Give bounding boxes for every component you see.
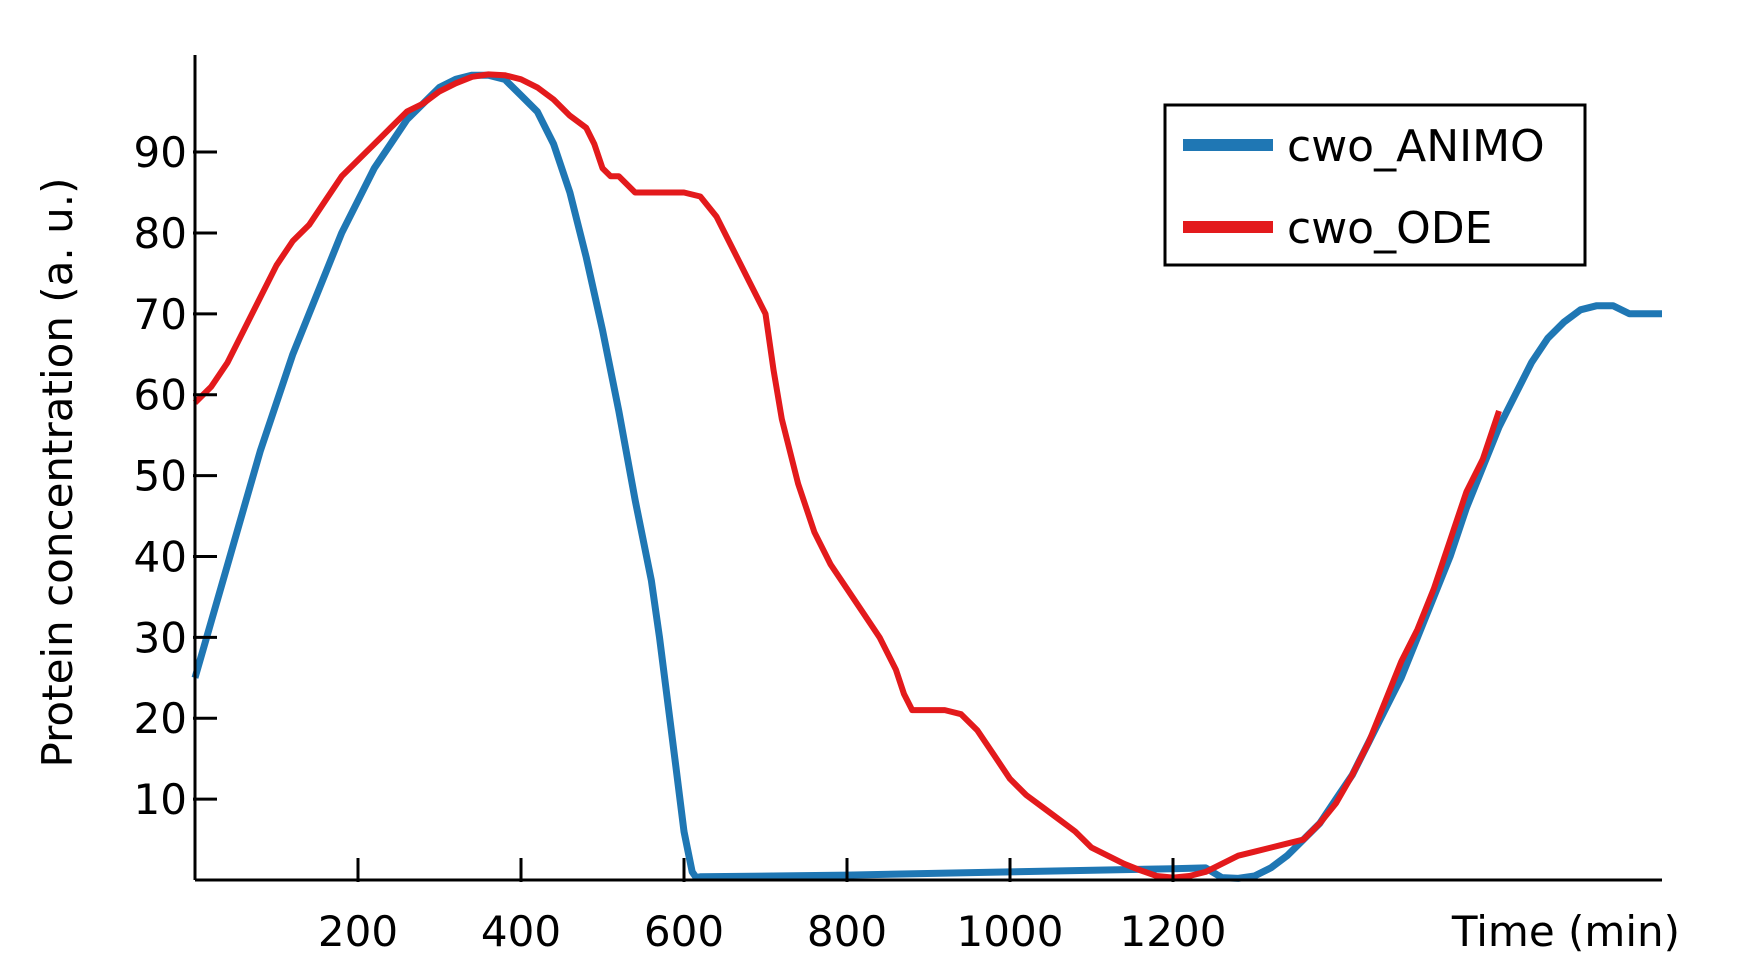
y-tick-label: 40 xyxy=(134,532,187,581)
y-tick-label: 70 xyxy=(134,290,187,339)
series-line-cwo_ODE xyxy=(192,71,1502,881)
legend-label: cwo_ANIMO xyxy=(1287,121,1545,172)
plot-area: 200 400 600 800 1000 1200 10 20 30 40 50 60 70 80 90 xyxy=(134,55,1662,956)
x-tick-label: 600 xyxy=(644,907,724,956)
y-axis-title: Protein concentration (a. u.) xyxy=(33,178,82,768)
legend: cwo_ANIMO cwo_ODE xyxy=(1163,103,1587,267)
y-tick-label: 30 xyxy=(134,613,187,662)
y-tick-label: 90 xyxy=(134,128,187,177)
legend-label: cwo_ODE xyxy=(1287,203,1492,254)
y-tick-label: 60 xyxy=(134,371,187,420)
x-axis-title: Time (min) xyxy=(1451,907,1680,956)
x-tick-label: 200 xyxy=(318,907,398,956)
legend-items: cwo_ANIMO cwo_ODE xyxy=(1183,121,1545,254)
x-tick-label: 1200 xyxy=(1120,907,1227,956)
legend-box xyxy=(1163,103,1587,267)
y-tick-label: 10 xyxy=(134,775,187,824)
y-axis-ticks: 10 20 30 40 50 60 70 80 90 xyxy=(134,128,217,824)
x-tick-label: 800 xyxy=(807,907,887,956)
series-line-cwo_ANIMO xyxy=(191,71,1662,882)
series-layer xyxy=(191,71,1662,882)
x-tick-label: 1000 xyxy=(957,907,1064,956)
y-tick-label: 50 xyxy=(134,452,187,501)
y-tick-label: 80 xyxy=(134,209,187,258)
x-tick-label: 400 xyxy=(481,907,561,956)
x-axis-ticks: 200 400 600 800 1000 1200 xyxy=(318,858,1227,956)
y-tick-label: 20 xyxy=(134,694,187,743)
